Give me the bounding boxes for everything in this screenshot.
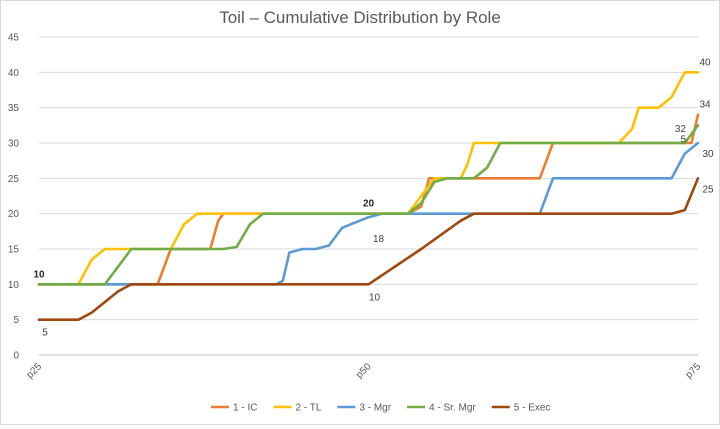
data-label: 34 (699, 100, 711, 111)
chart-title: Toil – Cumulative Distribution by Role (219, 8, 501, 27)
x-tick-label: p25 (25, 361, 45, 381)
legend-label-4: 4 - Sr. Mgr (429, 403, 476, 414)
data-label: 5 (42, 328, 48, 339)
data-label: 30 (702, 149, 714, 160)
data-label: 10 (369, 292, 381, 303)
y-tick-label: 40 (8, 68, 20, 79)
legend-label-3: 3 - Mgr (359, 403, 391, 414)
series-lines (37, 71, 700, 322)
y-tick-label: 35 (8, 103, 20, 114)
y-tick-label: 15 (8, 245, 20, 256)
legend-label-1: 1 - IC (233, 403, 257, 414)
y-tick-label: 0 (13, 351, 19, 362)
y-tick-label: 45 (8, 33, 20, 44)
data-label: 20 (363, 199, 375, 210)
data-label: 25 (702, 184, 714, 195)
series-line-2 (37, 71, 700, 286)
data-label: 32 (675, 124, 687, 135)
x-tick-label: p50 (354, 361, 374, 381)
y-tick-label: 20 (8, 209, 20, 220)
series-line-4 (37, 124, 700, 286)
legend-label-2: 2 - TL (295, 403, 321, 414)
y-axis-ticks: 0 5 10 15 20 25 30 35 40 45 (8, 33, 20, 362)
x-axis-ticks: p25 p50 p75 (25, 361, 704, 381)
y-tick-label: 30 (8, 139, 20, 150)
data-label: 5 (680, 134, 686, 145)
y-tick-label: 10 (8, 280, 20, 291)
x-tick-label: p75 (684, 361, 704, 381)
data-label: 18 (373, 234, 385, 245)
data-label: 10 (33, 269, 45, 280)
legend-label-5: 5 - Exec (514, 403, 551, 414)
series-line-3 (37, 141, 700, 286)
y-tick-label: 25 (8, 174, 20, 185)
y-tick-label: 5 (13, 315, 19, 326)
legend: 1 - IC 2 - TL 3 - Mgr 4 - Sr. Mgr 5 - Exec (211, 403, 550, 414)
gridlines (39, 36, 698, 356)
series-line-5 (37, 177, 700, 322)
data-label: 40 (699, 57, 711, 68)
